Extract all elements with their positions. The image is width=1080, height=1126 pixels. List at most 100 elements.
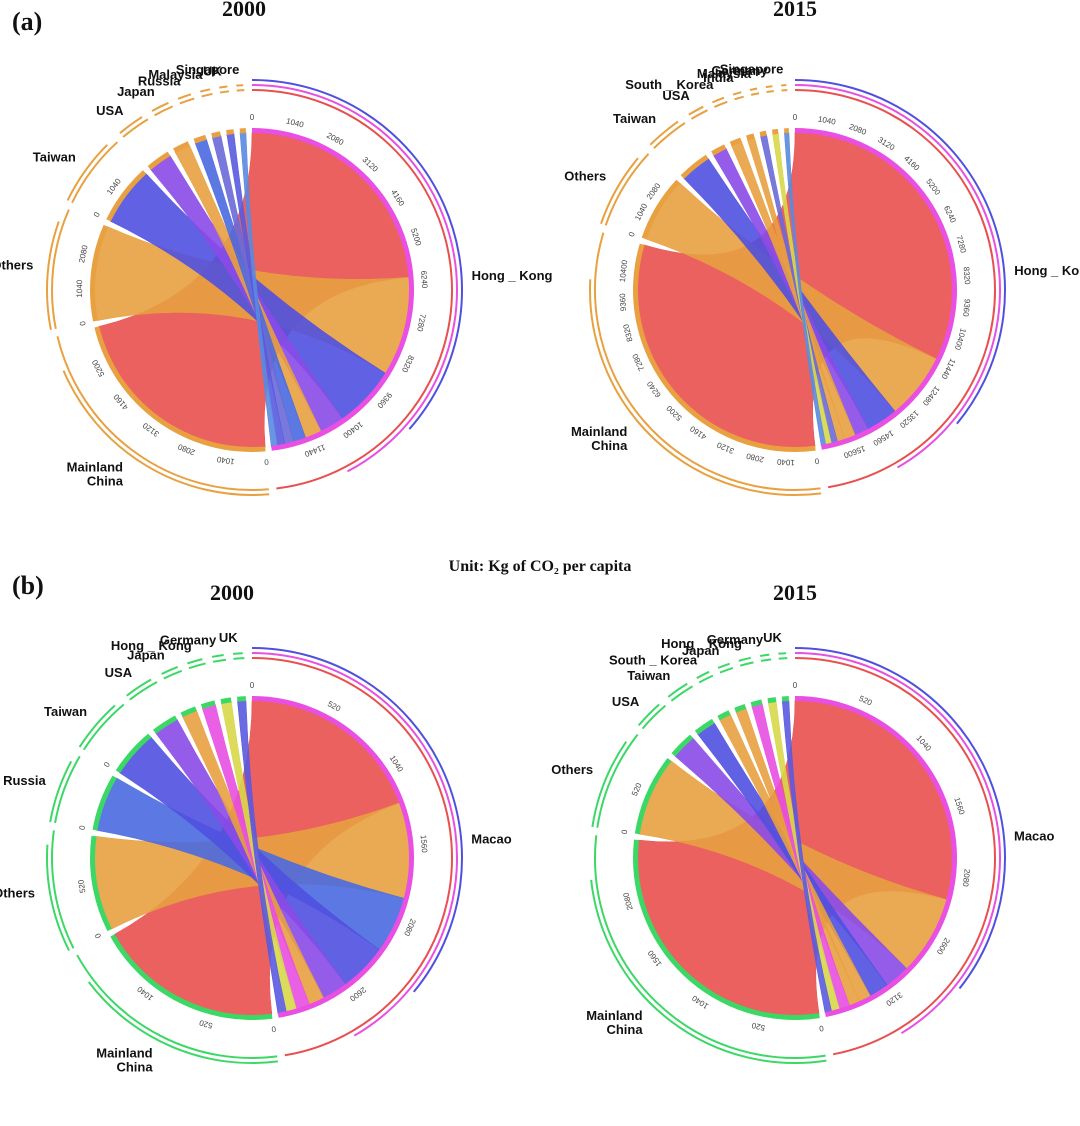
sector-arc-malaysia [211,131,221,139]
sector-arc-india [746,133,755,141]
sector-arc-russia [193,134,207,144]
tick-label: 2080 [745,451,765,464]
tick-label: 2080 [402,917,418,937]
outer-ring-mainland-china [87,981,278,1064]
region-label-mainland-china: China [606,1022,643,1037]
outer-ring-others [46,221,60,330]
sector-arc-mainland-china [632,243,816,452]
tick-label: 1040 [914,734,933,754]
sector-arcs [46,79,463,496]
region-label-south-korea: South _ Korea [609,652,698,667]
unit-label: Unit: Kg of CO₂ per capita [449,558,632,575]
sector-arc-germany [220,697,232,705]
tick-label: 0 [250,681,255,690]
outer-ring-macao [251,652,458,1037]
region-label-mainland-china: Mainland [67,460,123,475]
tick-label: 3120 [361,155,381,174]
outer-ring-germany [766,90,774,94]
region-label-japan: Japan [682,643,720,658]
tick-label: 3120 [141,420,161,438]
sector-arc-others [90,224,109,322]
outer-ring-south-korea [696,670,710,679]
region-label-hong-kong: Hong _ Kong [661,636,742,651]
sector-arc-russia [92,775,117,831]
outer-ring-malaysia [749,87,758,91]
outer-ring-mainland-china [76,954,278,1059]
sector-arc-japan [173,141,190,153]
tick-label: 4160 [111,392,130,412]
tick-label: 2600 [935,936,952,956]
sector-arc-uk [781,696,789,702]
outer-ring-others [46,844,70,951]
region-label-others: Others [0,886,35,901]
tick-label: 1040 [690,993,710,1011]
tick-label: 1040 [216,454,236,466]
region-label-usa: USA [662,88,690,103]
sector-arc-hong-kong [750,699,763,708]
tick-label: 8320 [962,266,972,285]
outer-ring-germany [212,658,227,663]
region-label-usa: USA [612,694,640,709]
outer-ring-macao [794,647,1006,990]
outer-ring-mainland-china [589,279,822,496]
outer-ring-others [604,153,650,226]
outer-ring-macao [251,647,463,993]
outer-ring-taiwan [653,122,686,150]
sector-arc-south-korea [717,710,731,721]
region-label-others: Others [0,257,33,272]
tick-label: 520 [198,1018,214,1030]
sector-arc-taiwan [115,733,152,774]
outer-ring-hong-kong [738,656,751,662]
tick-label: 7280 [630,352,646,372]
sector-arc-malaysia [759,130,767,137]
region-label-mainland-china: Mainland [571,424,627,439]
outer-ring-others [591,741,628,828]
sector-arcs [589,79,1006,496]
tick-label: 7280 [415,313,427,333]
region-label-russia: Russia [138,73,181,88]
region-label-macao: Macao [1014,828,1055,843]
sector-arc-usa [711,144,727,156]
sector-arc-mainland-china [94,326,266,452]
outer-ring-malaysia [201,92,213,98]
sector-arc-germany [771,128,779,135]
outer-ring-japan [151,101,169,112]
sector-arc-taiwan [694,718,715,735]
tick-label: 7280 [954,234,968,254]
tick-label: 4160 [902,154,922,173]
tick-label: 6240 [645,379,663,399]
outer-ring-japan [163,669,183,680]
tick-label: 1040 [75,279,84,297]
tick-label: 2080 [848,122,868,137]
tick-label: 2080 [645,181,663,201]
chart-title: 2015 [773,0,817,21]
tick-label: 520 [76,878,87,893]
outer-ring-malaysia [200,88,211,93]
tick-label: 4160 [688,424,708,442]
sector-arc-germany [767,697,777,704]
tick-label: 9360 [618,292,628,311]
sector-arcs [590,647,1006,1064]
sector-arc-japan [180,706,197,718]
outer-ring-russia [49,760,73,823]
outer-ring-hong-kong [251,79,463,430]
outer-ring-usa [641,704,667,730]
outer-ring-japan [719,666,734,674]
tick-label: 5200 [924,177,942,197]
outer-ring-mainland-china [590,879,827,1064]
sector-arc-taiwan [106,170,147,222]
tick-label: 14560 [871,428,895,447]
region-label-usa: USA [96,103,124,118]
tick-label: 1040 [776,457,795,467]
outer-ring-mainland-china [62,370,270,496]
tick-label: 0 [793,113,798,122]
outer-ring-hong-kong [187,658,203,665]
tick-label: 0 [77,824,87,831]
outer-ring-hong-kong [251,84,458,473]
region-label-others: Others [564,169,606,184]
sector-arc-mainland-china [110,934,273,1020]
sector-arc-south-korea [729,137,742,147]
outer-ring-uk [778,657,788,660]
tick-label: 0 [627,230,637,238]
